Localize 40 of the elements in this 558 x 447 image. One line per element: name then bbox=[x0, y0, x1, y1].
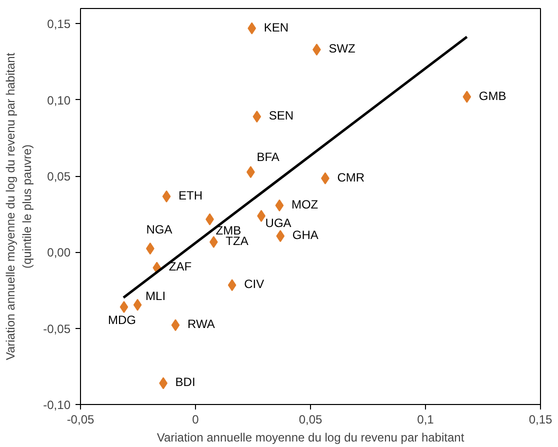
annotation: MLI bbox=[146, 288, 166, 303]
point bbox=[276, 230, 285, 242]
annotation: ETH bbox=[178, 188, 203, 202]
point bbox=[171, 319, 180, 332]
annotation: UGA bbox=[265, 216, 292, 230]
x-tick-label: 0,15 bbox=[528, 412, 553, 426]
y-tick-label: 0,00 bbox=[47, 246, 71, 260]
annotation: NGA bbox=[146, 222, 172, 237]
y-tick-label: 0,15 bbox=[47, 17, 71, 32]
point bbox=[248, 22, 256, 34]
annotation: ZAF bbox=[168, 260, 192, 274]
point bbox=[275, 199, 284, 212]
annotation: KEN bbox=[264, 20, 289, 34]
annotation: CIV bbox=[244, 277, 264, 292]
y-tick-label: 0,10 bbox=[47, 93, 71, 108]
annotation: SEN bbox=[268, 108, 294, 123]
x-axis-title: Variation annuelle moyenne du log du revenu par habitant bbox=[156, 430, 465, 444]
x-tick-label: 0,05 bbox=[298, 412, 323, 426]
annotation: MDG bbox=[108, 313, 136, 328]
point bbox=[162, 190, 171, 202]
annotation: RWA bbox=[187, 317, 215, 332]
annotation: GHA bbox=[292, 228, 318, 242]
y-tick-label: -0,05 bbox=[43, 322, 71, 336]
annotation: GMB bbox=[478, 88, 506, 103]
y-tick-label: 0,05 bbox=[47, 170, 71, 184]
annotation: SWZ bbox=[328, 42, 356, 56]
annotation: CMR bbox=[337, 170, 365, 184]
y-tick-label: -0,10 bbox=[43, 398, 71, 412]
point bbox=[120, 301, 128, 314]
annotation: BDI bbox=[175, 375, 196, 390]
point bbox=[462, 90, 472, 103]
point bbox=[133, 298, 142, 311]
x-tick-label: 0 bbox=[192, 412, 200, 426]
point bbox=[228, 279, 236, 292]
y-axis-title: Variation annuelle moyenne du log du revenu par habitant (quintile le plus pauvre) bbox=[3, 52, 34, 360]
annotation: MOZ bbox=[291, 197, 318, 212]
point bbox=[252, 110, 262, 123]
x-tick-label: 0,1 bbox=[417, 412, 434, 426]
x-tick-label: -0,05 bbox=[66, 412, 94, 426]
annotation: BFA bbox=[256, 150, 280, 164]
